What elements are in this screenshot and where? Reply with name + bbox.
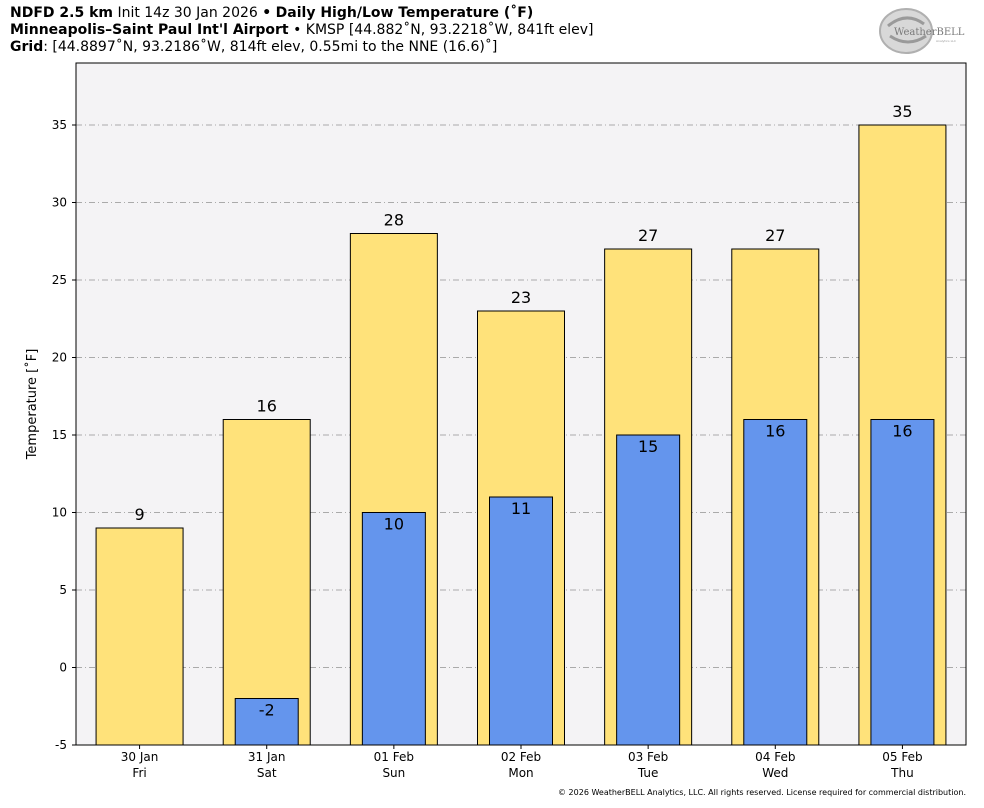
low-temp-bar [361,512,426,746]
low-temp-label: 11 [511,499,531,518]
chart-title: Daily High/Low Temperature (˚F) [275,5,534,21]
x-tick-day: Tue [637,766,659,780]
y-axis-label: Temperature [˚F] [24,349,40,461]
low-temp-bar [743,419,808,746]
y-tick-label: 35 [52,118,67,132]
chart-header: NDFD 2.5 km Init 14z 30 Jan 2026 • Daily… [10,5,594,56]
high-temp-bar [222,419,311,746]
high-temp-label: 35 [892,102,912,121]
low-temp-bar [616,434,681,746]
y-tick-label: 10 [52,506,67,520]
high-temp-label: 27 [638,226,658,245]
separator: • [262,5,272,21]
header-line-1: NDFD 2.5 km Init 14z 30 Jan 2026 • Daily… [10,5,594,22]
x-tick-day: Fri [132,766,146,780]
y-tick-label: 5 [59,583,67,597]
high-temp-label: 16 [257,397,277,416]
x-tick-date: 05 Feb [882,750,922,764]
header-line-2: Minneapolis–Saint Paul Int'l Airport • K… [10,22,594,39]
x-tick-date: 31 Jan [248,750,286,764]
x-tick-date: 02 Feb [501,750,541,764]
plot-frame [75,62,967,746]
high-temp-label: 27 [765,226,785,245]
model-name: NDFD 2.5 km [10,5,113,21]
station-name: Minneapolis–Saint Paul Int'l Airport [10,22,289,38]
x-tick-date: 01 Feb [374,750,414,764]
y-tick-label: -5 [55,738,67,752]
y-tick-label: 20 [52,351,67,365]
high-temp-label: 28 [384,211,404,230]
grid-label: Grid [10,39,44,55]
low-temp-label: 16 [892,422,912,441]
high-temp-label: 23 [511,288,531,307]
weatherbell-logo: WeatherBELL Analytics LLC [879,8,965,54]
x-tick-day: Wed [762,766,788,780]
high-temp-label: 9 [134,505,144,524]
low-temp-bar [870,419,935,746]
init-time: Init 14z 30 Jan 2026 [117,5,258,21]
low-temp-label: 15 [638,437,658,456]
low-temp-bar [489,496,553,746]
x-tick-day: Sun [382,766,405,780]
high-temp-bar [95,527,184,746]
header-line-3: Grid: [44.8897˚N, 93.2186˚W, 814ft elev,… [10,39,594,56]
logo-text: WeatherBELL [894,27,965,38]
logo-subtext: Analytics LLC [936,39,956,43]
y-tick-label: 25 [52,273,67,287]
x-tick-day: Thu [890,766,914,780]
y-tick-label: 30 [52,196,67,210]
x-tick-date: 03 Feb [628,750,668,764]
x-tick-date: 30 Jan [121,750,159,764]
low-temp-label: -2 [259,701,275,720]
copyright-footer: © 2026 WeatherBELL Analytics, LLC. All r… [558,788,966,797]
grid-info: : [44.8897˚N, 93.2186˚W, 814ft elev, 0.5… [43,39,498,55]
x-tick-day: Sat [257,766,277,780]
x-tick-day: Mon [508,766,533,780]
low-temp-bar [234,698,299,746]
x-tick-date: 04 Feb [755,750,795,764]
low-temp-label: 16 [765,422,785,441]
low-temp-label: 10 [384,515,404,534]
y-tick-label: 15 [52,428,67,442]
y-tick-label: 0 [59,661,67,675]
station-info: • KMSP [44.882˚N, 93.2218˚W, 841ft elev] [293,22,594,38]
